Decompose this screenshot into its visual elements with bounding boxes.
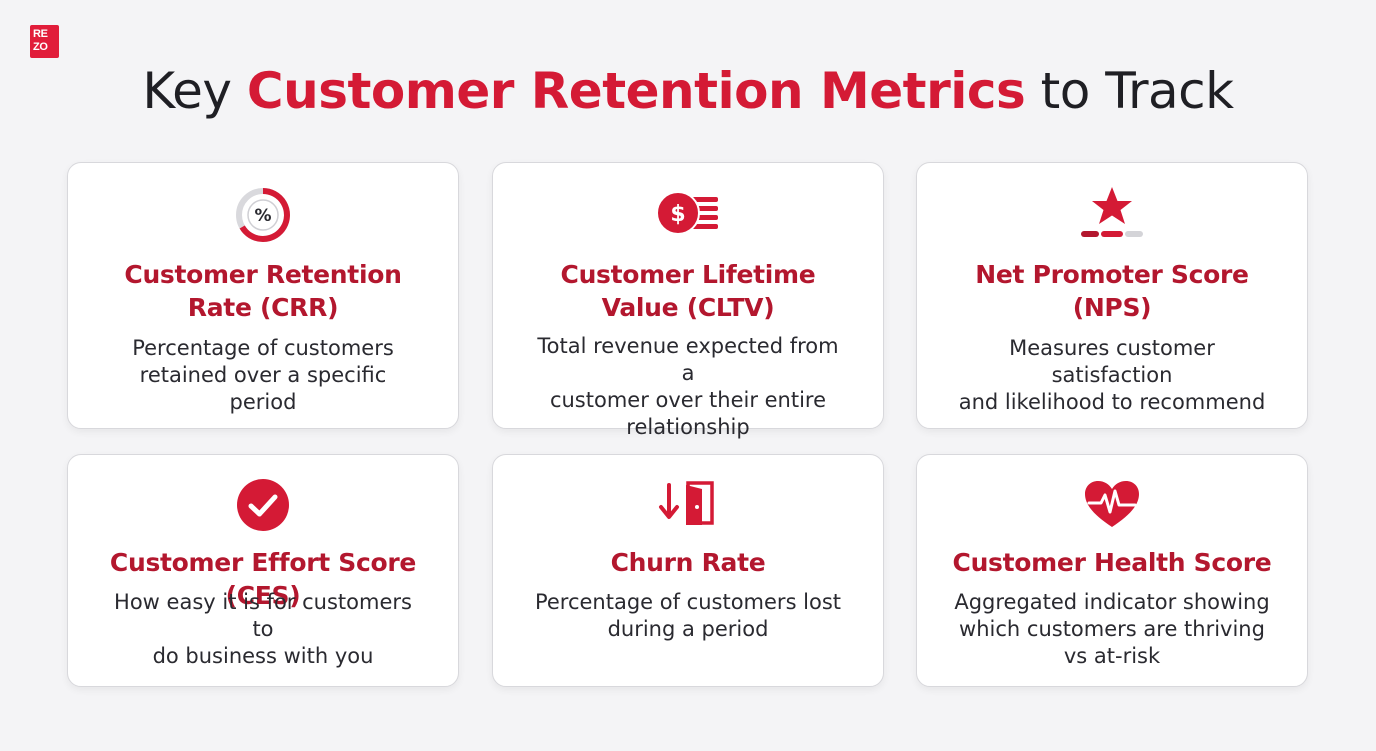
card-desc-line2: and likelihood to recommend [958,390,1266,414]
card-title: Churn Rate [493,546,883,579]
card-title: Customer Effort Score (CES) [68,546,458,612]
card-description: Percentage of customers lost during a pe… [493,589,883,643]
svg-text:%: % [254,206,271,226]
checkmark-circle-icon [237,479,289,531]
card-desc-line3: vs at-risk [1063,644,1161,668]
title-prefix: Key [142,62,247,120]
card-description: Percentage of customers retained over a … [68,335,458,416]
card-title: Customer Health Score [917,546,1307,579]
svg-text:$: $ [670,202,685,227]
card-title-line1: Customer Retention [124,260,402,289]
card-desc-line2: which customers are thriving [959,617,1265,641]
star-rating-icon [1081,187,1143,237]
card-title-line1: Net Promoter Score [975,260,1249,289]
card-desc-line1: Percentage of customers lost [534,590,842,614]
card-title: Customer Lifetime Value (CLTV) [493,258,883,324]
metric-card-health: Customer Health Score Aggregated indicat… [916,454,1308,687]
card-title-line2: (NPS) [1072,293,1152,322]
card-title-line1: Customer Health Score [952,548,1272,577]
metric-card-churn: Churn Rate Percentage of customers lost … [492,454,884,687]
card-description: How easy it is for customers to do busin… [68,589,458,670]
dollar-coin-icon: $ [656,191,718,235]
card-title-line2: Value (CLTV) [601,293,775,322]
card-desc-line1: Measures customer satisfaction [1009,336,1215,387]
card-desc-line2: do business with you [152,644,374,668]
card-description: Aggregated indicator showing which custo… [917,589,1307,670]
card-desc-line1: How easy it is for customers to [114,590,412,641]
card-desc-line2: customer over their entire [549,388,827,412]
logo-text-line1: RE [33,28,48,40]
metric-card-cltv: $ Customer Lifetime Value (CLTV) Total r… [492,162,884,439]
heartbeat-icon [1085,481,1139,527]
logo-text-line2: ZO [33,41,48,53]
card-description: Total revenue expected from a customer o… [493,333,883,441]
card-desc-line1: Percentage of customers [132,336,394,360]
metric-card-nps: Net Promoter Score (NPS) Measures custom… [916,162,1308,429]
card-title: Customer Retention Rate (CRR) [68,258,458,324]
card-title-line1: Customer Effort Score (CES) [109,548,417,610]
page-title: Key Customer Retention Metrics to Track [0,62,1376,120]
brand-logo: RE ZO [30,25,59,58]
card-description: Measures customer satisfaction and likel… [917,335,1307,416]
card-title-line2: Rate (CRR) [187,293,339,322]
percent-gauge-icon: % [236,188,290,242]
title-suffix: to Track [1025,62,1234,120]
card-desc-line3: relationship [626,415,750,439]
card-title-line1: Customer Lifetime [560,260,816,289]
card-desc-line2: during a period [607,617,769,641]
card-title-line1: Churn Rate [610,548,766,577]
card-desc-line1: Total revenue expected from a [537,334,839,385]
card-title: Net Promoter Score (NPS) [917,258,1307,324]
card-desc-line2: retained over a specific period [139,363,387,414]
metric-card-ces: Customer Effort Score (CES) How easy it … [67,454,459,687]
metric-card-crr: % Customer Retention Rate (CRR) Percenta… [67,162,459,429]
title-highlight: Customer Retention Metrics [246,62,1026,120]
exit-door-icon [659,481,714,525]
card-desc-line1: Aggregated indicator showing [954,590,1270,614]
